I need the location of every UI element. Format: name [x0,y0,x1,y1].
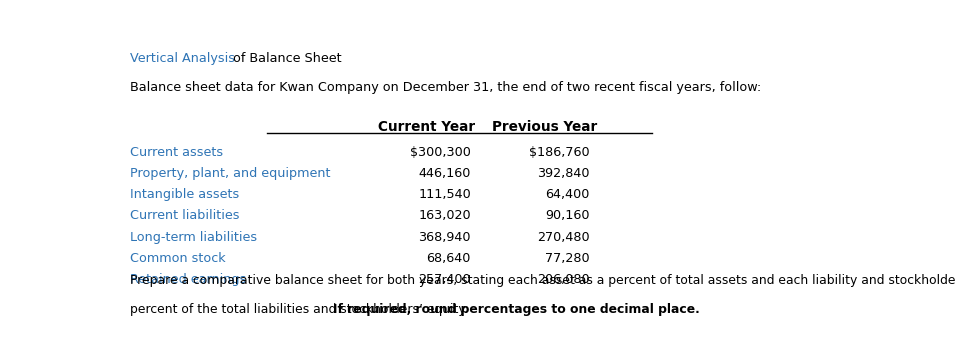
Text: 270,480: 270,480 [537,231,589,244]
Text: Balance sheet data for Kwan Company on December 31, the end of two recent fiscal: Balance sheet data for Kwan Company on D… [131,81,762,94]
Text: Property, plant, and equipment: Property, plant, and equipment [131,167,331,180]
Text: 206,080: 206,080 [537,273,589,286]
Text: 446,160: 446,160 [418,167,471,180]
Text: 392,840: 392,840 [537,167,589,180]
Text: percent of the total liabilities and stockholders’ equity.: percent of the total liabilities and sto… [131,303,473,315]
Text: Vertical Analysis: Vertical Analysis [131,52,236,65]
Text: 257,400: 257,400 [418,273,471,286]
Text: 68,640: 68,640 [427,252,471,265]
Text: 111,540: 111,540 [418,188,471,201]
Text: Current assets: Current assets [131,146,223,158]
Text: 77,280: 77,280 [544,252,589,265]
Text: Intangible assets: Intangible assets [131,188,240,201]
Text: Common stock: Common stock [131,252,226,265]
Text: Previous Year: Previous Year [493,120,598,133]
Text: Retained earnings: Retained earnings [131,273,246,286]
Text: $300,300: $300,300 [410,146,471,158]
Text: 64,400: 64,400 [545,188,589,201]
Text: Long-term liabilities: Long-term liabilities [131,231,258,244]
Text: Current Year: Current Year [378,120,475,133]
Text: 368,940: 368,940 [418,231,471,244]
Text: Prepare a comparative balance sheet for both years, stating each asset as a perc: Prepare a comparative balance sheet for … [131,274,955,287]
Text: of Balance Sheet: of Balance Sheet [229,52,342,65]
Text: 90,160: 90,160 [545,209,589,222]
Text: 163,020: 163,020 [418,209,471,222]
Text: $186,760: $186,760 [529,146,589,158]
Text: If required, round percentages to one decimal place.: If required, round percentages to one de… [333,303,700,315]
Text: Current liabilities: Current liabilities [131,209,240,222]
